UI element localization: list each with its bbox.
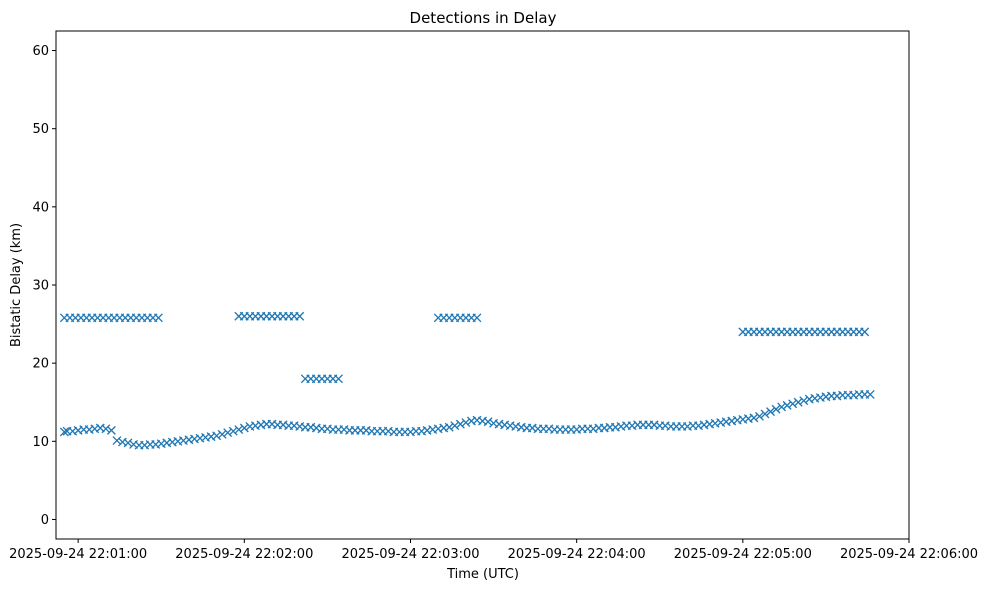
data-point — [123, 438, 133, 448]
data-point — [239, 423, 249, 433]
data-point — [228, 426, 238, 436]
data-point — [782, 400, 792, 410]
data-point — [450, 421, 460, 431]
y-tick-label: 0 — [41, 513, 49, 528]
data-point — [865, 389, 875, 399]
data-point — [234, 425, 244, 435]
y-tick-label: 10 — [32, 435, 49, 450]
data-point — [760, 409, 770, 419]
data-point — [444, 422, 454, 432]
data-point — [217, 429, 227, 439]
data-point — [101, 424, 111, 434]
x-axis-title: Time (UTC) — [446, 567, 519, 582]
data-point — [455, 419, 465, 429]
data-point — [749, 413, 759, 423]
y-tick-label: 30 — [32, 279, 49, 294]
x-tick-label: 2025-09-24 22:04:00 — [508, 547, 646, 562]
data-point — [295, 311, 305, 321]
y-tick-label: 50 — [32, 122, 49, 137]
y-axis-title: Bistatic Delay (km) — [9, 223, 24, 347]
data-point — [799, 396, 809, 406]
data-point — [766, 407, 775, 417]
data-point — [793, 397, 803, 407]
y-axis: 0 10 20 30 40 50 60 — [32, 44, 56, 528]
y-tick-label: 60 — [32, 44, 49, 59]
data-point — [771, 404, 781, 414]
data-point — [223, 428, 233, 438]
data-point — [461, 418, 471, 428]
y-tick-label: 40 — [32, 200, 49, 215]
data-point — [788, 399, 798, 409]
data-point — [106, 425, 116, 435]
plot-frame — [55, 30, 910, 540]
data-point — [59, 427, 69, 437]
x-tick-label: 2025-09-24 22:05:00 — [674, 547, 812, 562]
data-point — [334, 374, 343, 384]
data-point — [212, 431, 222, 441]
x-tick-label: 2025-09-24 22:06:00 — [840, 547, 978, 562]
chart-title: Detections in Delay — [410, 9, 557, 27]
data-point — [860, 327, 870, 337]
data-point — [483, 417, 493, 427]
data-point — [472, 313, 482, 323]
x-tick-label: 2025-09-24 22:01:00 — [9, 547, 147, 562]
data-point — [154, 313, 163, 323]
data-point — [777, 402, 787, 412]
x-tick-label: 2025-09-24 22:02:00 — [175, 547, 313, 562]
x-tick-label: 2025-09-24 22:03:00 — [341, 547, 479, 562]
y-tick-label: 20 — [32, 357, 49, 372]
data-point — [112, 436, 122, 445]
data-points — [59, 311, 875, 450]
data-point — [754, 411, 764, 421]
x-axis: 2025-09-24 22:01:00 2025-09-24 22:02:00 20… — [9, 539, 978, 562]
